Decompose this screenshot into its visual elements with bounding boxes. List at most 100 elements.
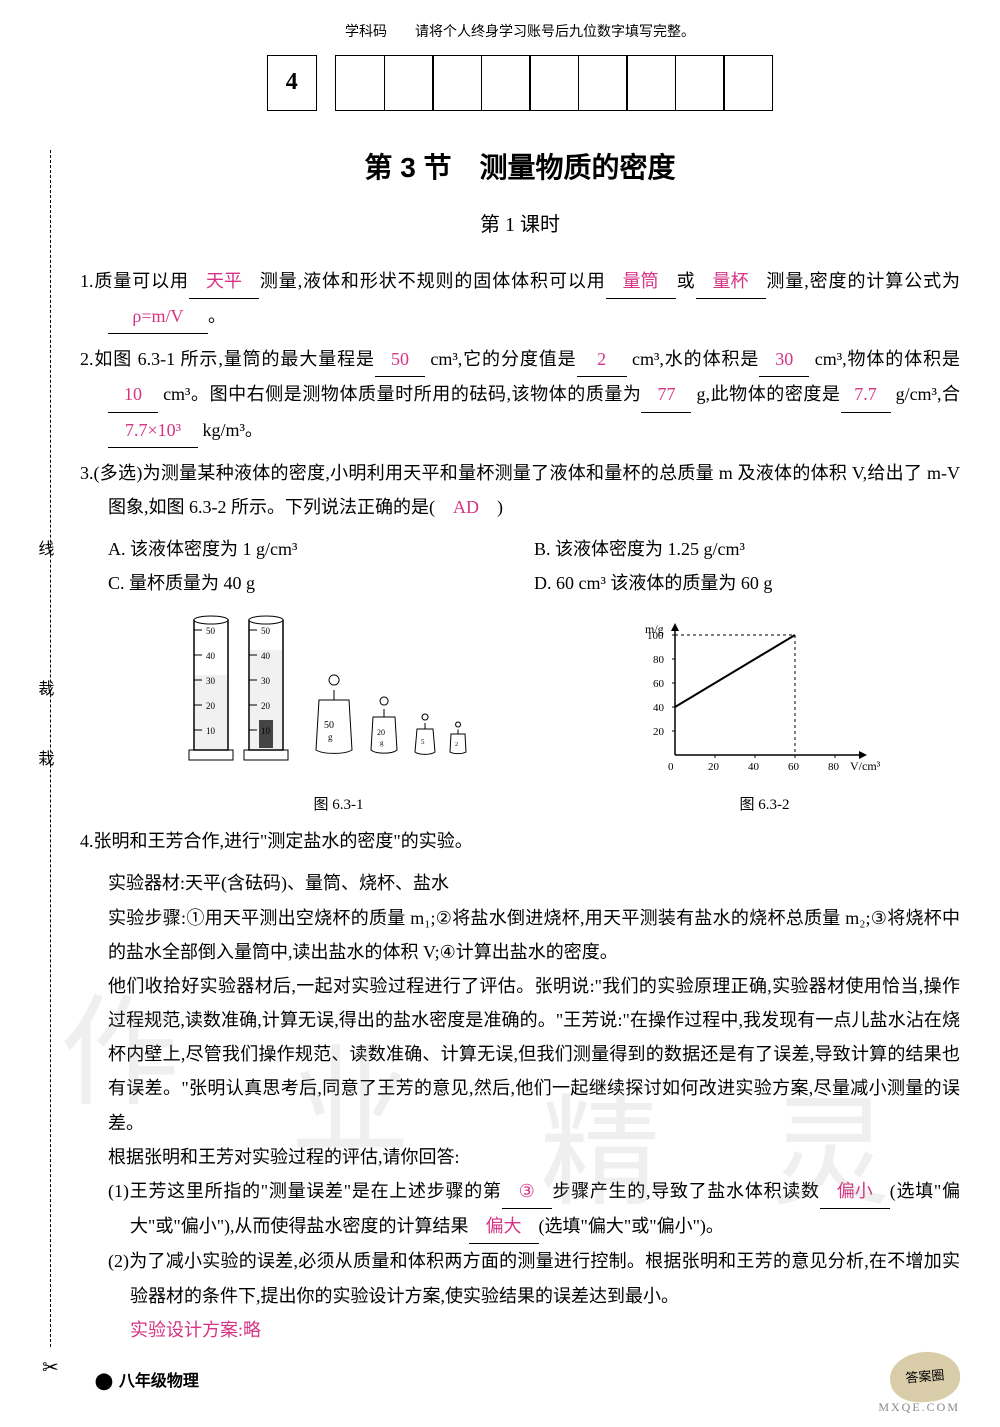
q2-a1: 50 <box>375 342 425 377</box>
dot-icon: ⬤ <box>95 1367 113 1397</box>
q3-optD: D. 60 cm³ 该液体的质量为 60 g <box>534 566 960 600</box>
q4-t4: 他们收拾好实验器材后,一起对实验过程进行了评估。张明说:"我们的实验原理正确,实… <box>80 969 960 1140</box>
svg-text:5: 5 <box>421 738 425 746</box>
margin-label-3: 栽 <box>28 750 58 766</box>
svg-text:2: 2 <box>455 742 458 748</box>
question-1: 1.质量可以用天平测量,液体和形状不规则的固体体积可以用量筒或量杯测量,密度的计… <box>80 264 960 334</box>
q4-s1b: 步骤产生的,导致了盐水体积读数 <box>552 1181 820 1201</box>
q3-optC: C. 量杯质量为 40 g <box>108 566 534 600</box>
svg-text:50: 50 <box>324 720 334 731</box>
q1-a1: 天平 <box>189 264 259 299</box>
svg-text:20: 20 <box>206 701 216 711</box>
q1-t5: 。 <box>208 306 226 326</box>
q4-s2a: (2)为了减小实验的误差,必须从质量和体积两方面的测量进行控制。根据张明和王芳的… <box>108 1251 960 1305</box>
q4-sub2: (2)为了减小实验的误差,必须从质量和体积两方面的测量进行控制。根据张明和王芳的… <box>80 1244 960 1312</box>
code-cell[interactable] <box>675 55 725 111</box>
svg-text:30: 30 <box>206 676 216 686</box>
figure-6-3-2: m/g V/cm³ 20 40 60 80 100 0 20 40 60 80 <box>635 615 895 819</box>
q3-answer: AD <box>453 497 479 517</box>
q1-a3: 量杯 <box>696 264 766 299</box>
svg-text:40: 40 <box>261 651 271 661</box>
svg-text:10: 10 <box>206 726 216 736</box>
section-title: 第 3 节 测量物质的密度 <box>80 141 960 194</box>
q4-t2: 实验器材:天平(含砝码)、量筒、烧杯、盐水 <box>80 866 960 900</box>
q3-num: 3. <box>80 463 94 483</box>
code-cell[interactable] <box>626 55 676 111</box>
header-instruction: 学科码 请将个人终身学习账号后九位数字填写完整。 <box>80 20 960 47</box>
q3-text: (多选)为测量某种液体的密度,小明利用天平和量杯测量了液体和量杯的总质量 m 及… <box>94 463 961 517</box>
svg-text:20: 20 <box>261 701 271 711</box>
svg-text:80: 80 <box>828 761 840 773</box>
question-2: 2.如图 6.3-1 所示,量筒的最大量程是50 cm³,它的分度值是2 cm³… <box>80 342 960 448</box>
q4-num: 4. <box>80 831 94 851</box>
cylinders-weights-svg: 50 40 30 20 10 50 40 30 20 10 <box>174 615 504 775</box>
q2-u3: cm³,物体的体积是 <box>815 349 960 369</box>
question-4: 4.张明和王芳合作,进行"测定盐水的密度"的实验。 <box>80 824 960 858</box>
q2-num: 2. <box>80 349 94 369</box>
svg-text:80: 80 <box>653 654 665 666</box>
svg-text:50: 50 <box>206 626 216 636</box>
svg-text:40: 40 <box>748 761 760 773</box>
svg-text:20: 20 <box>377 728 385 737</box>
xlabel: V/cm³ <box>850 759 881 773</box>
svg-text:20: 20 <box>708 761 720 773</box>
q2-a3: 30 <box>759 342 809 377</box>
svg-text:20: 20 <box>653 726 665 738</box>
code-cell[interactable] <box>335 55 385 111</box>
q2-u7: kg/m³。 <box>203 420 263 440</box>
q3-optB: B. 该液体密度为 1.25 g/cm³ <box>534 532 960 566</box>
q4-t1: 张明和王芳合作,进行"测定盐水的密度"的实验。 <box>94 831 473 851</box>
question-3: 3.(多选)为测量某种液体的密度,小明利用天平和量杯测量了液体和量杯的总质量 m… <box>80 456 960 524</box>
q1-a2: 量筒 <box>606 264 676 299</box>
code-cell[interactable] <box>481 55 531 111</box>
q2-u2: cm³,水的体积是 <box>632 349 759 369</box>
q4-s1a: (1)王芳这里所指的"测量误差"是在上述步骤的第 <box>108 1181 502 1201</box>
subsection-title: 第 1 课时 <box>80 206 960 244</box>
svg-text:40: 40 <box>653 702 665 714</box>
q2-a4: 10 <box>108 377 158 412</box>
svg-text:50: 50 <box>261 626 271 636</box>
code-box-row: 4 <box>80 55 960 111</box>
margin-label-1: 线 <box>28 540 58 556</box>
q3-paren: ) <box>497 497 503 517</box>
q4-s1a1: ③ <box>502 1174 552 1209</box>
q2-u1: cm³,它的分度值是 <box>430 349 576 369</box>
q4-t3: 实验步骤:①用天平测出空烧杯的质量 m₁;②将盐水倒进烧杯,用天平测装有盐水的烧… <box>80 901 960 969</box>
q4-s1a2: 偏小 <box>820 1174 890 1209</box>
fig-caption-1: 图 6.3-1 <box>174 791 504 820</box>
q2-a6: 7.7 <box>841 377 891 412</box>
q2-u4: cm³。图中右侧是测物体质量时所用的砝码,该物体的质量为 <box>163 384 641 404</box>
subject-code: 4 <box>267 55 317 111</box>
q4-sub1: (1)王芳这里所指的"测量误差"是在上述步骤的第③步骤产生的,导致了盐水体积读数… <box>80 1174 960 1244</box>
code-cell[interactable] <box>578 55 628 111</box>
svg-text:0: 0 <box>668 761 674 773</box>
q2-a7: 7.7×10³ <box>108 413 198 448</box>
q3-optA: A. 该液体密度为 1 g/cm³ <box>108 532 534 566</box>
svg-text:10: 10 <box>261 726 271 736</box>
fig-caption-2: 图 6.3-2 <box>635 791 895 820</box>
q2-u6: g/cm³,合 <box>896 384 960 404</box>
scissor-icon: ✂ <box>42 1349 59 1387</box>
q4-s1a3: 偏大 <box>469 1209 539 1244</box>
code-cell[interactable] <box>384 55 434 111</box>
q2-a2: 2 <box>577 342 627 377</box>
figure-6-3-1: 50 40 30 20 10 50 40 30 20 10 <box>174 615 504 819</box>
footer-url: MXQE.COM <box>878 1396 960 1419</box>
svg-text:100: 100 <box>647 630 664 642</box>
q3-options: A. 该液体密度为 1 g/cm³ B. 该液体密度为 1.25 g/cm³ C… <box>80 532 960 600</box>
q2-u5: g,此物体的密度是 <box>697 384 841 404</box>
mv-chart-svg: m/g V/cm³ 20 40 60 80 100 0 20 40 60 80 <box>635 615 895 775</box>
svg-text:30: 30 <box>261 676 271 686</box>
svg-text:60: 60 <box>788 761 800 773</box>
q1-t4: 测量,密度的计算公式为 <box>766 271 961 291</box>
code-cell[interactable] <box>723 55 773 111</box>
cut-line <box>50 150 51 1347</box>
code-cell[interactable] <box>432 55 482 111</box>
code-cell[interactable] <box>529 55 579 111</box>
q4-s1d: (选填"偏大"或"偏小")。 <box>539 1216 724 1236</box>
figures-row: 50 40 30 20 10 50 40 30 20 10 <box>108 615 960 819</box>
q1-t3: 或 <box>676 271 696 291</box>
q4-t5: 根据张明和王芳对实验过程的评估,请你回答: <box>80 1140 960 1174</box>
q1-t2: 测量,液体和形状不规则的固体体积可以用 <box>259 271 606 291</box>
q4-s2ans: 实验设计方案:略 <box>80 1313 960 1347</box>
